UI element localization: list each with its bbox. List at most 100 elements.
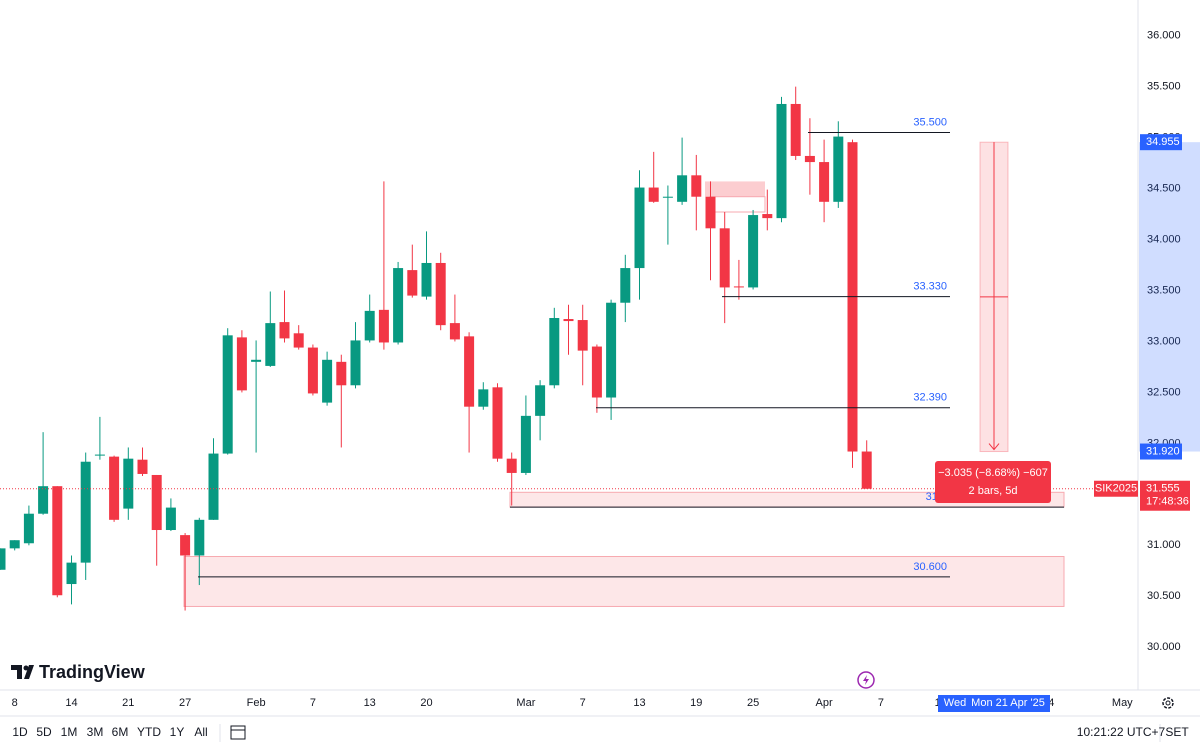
candle-body: [478, 389, 489, 407]
candle-body: [322, 359, 333, 403]
level-label: 35.500: [913, 116, 947, 128]
candle-body: [123, 458, 134, 509]
logo-icon: [23, 665, 29, 671]
session[interactable]: SET: [1165, 725, 1189, 739]
x-tick-label: 7: [878, 697, 884, 709]
gear: [1165, 700, 1171, 706]
range-button[interactable]: 3M: [87, 725, 104, 739]
level-label: 32.390: [913, 392, 947, 404]
candle-body: [492, 387, 503, 459]
range-button[interactable]: All: [194, 725, 207, 739]
x-tick-label: 8: [12, 697, 18, 709]
candle-body: [265, 323, 276, 366]
candle-body: [535, 385, 546, 416]
date-range-button[interactable]: [230, 725, 246, 740]
range-button[interactable]: 1M: [61, 725, 78, 739]
candle-body: [591, 346, 602, 398]
events-icon[interactable]: [857, 671, 875, 689]
measure-label: 2 bars, 5d: [969, 485, 1018, 497]
candle-body: [549, 318, 560, 386]
candle-body: [790, 103, 801, 156]
candle-body: [0, 548, 6, 570]
candle-body: [52, 486, 63, 596]
x-tick-label: May: [1112, 697, 1133, 709]
y-tick-label: 33.000: [1147, 335, 1181, 347]
candle-body: [38, 486, 49, 514]
axis-range-highlight: [1139, 142, 1200, 452]
candle-body: [563, 319, 574, 322]
candle-body: [435, 262, 446, 326]
x-tick-label: 19: [690, 697, 702, 709]
candle-body: [705, 196, 716, 229]
measure-label: −3.035 (−8.68%) −607: [938, 467, 1048, 479]
range-button[interactable]: 1D: [12, 725, 28, 739]
candle-body: [449, 323, 460, 340]
x-tick-label: Apr: [816, 697, 833, 709]
calendar-icon: [230, 725, 246, 740]
measure-label-box: [935, 461, 1051, 503]
candle-body: [634, 187, 645, 269]
price-tag-box: [1140, 134, 1182, 151]
y-tick-label: 36.000: [1147, 30, 1181, 42]
zones: [183, 181, 1065, 607]
candle-body: [378, 309, 389, 343]
settings-button[interactable]: [1162, 697, 1174, 709]
candle-body: [137, 459, 148, 474]
candle-body: [307, 347, 318, 394]
y-tick-label: 30.000: [1147, 641, 1181, 653]
candle-body: [393, 268, 404, 343]
x-tick-label: 13: [364, 697, 376, 709]
y-tick-label: 30.500: [1147, 590, 1181, 602]
zone: [705, 181, 765, 197]
candle-body: [66, 562, 77, 585]
candle-body: [861, 451, 872, 489]
price-tag-box: [1140, 443, 1182, 460]
events-icon-bolt: [863, 675, 869, 685]
candle-body: [293, 333, 304, 348]
x-tick-label: 4: [1048, 697, 1054, 709]
axes: 30.00030.50031.00031.50032.00032.50033.0…: [12, 30, 1200, 712]
candle-body: [151, 474, 162, 531]
candle-body: [748, 215, 759, 288]
y-tick-label: 32.500: [1147, 386, 1181, 398]
candle-body: [194, 519, 205, 556]
crosshair-date: Wed: [944, 697, 966, 709]
level-label: 33.330: [913, 281, 947, 293]
candle-body: [94, 454, 105, 456]
candle-body: [165, 507, 176, 531]
candle-body: [180, 535, 191, 556]
range-button[interactable]: 1Y: [170, 725, 185, 739]
candle-body: [620, 268, 631, 303]
candle-body: [804, 155, 815, 163]
events-icon-circle: [857, 671, 875, 689]
x-tick-label: 7: [580, 697, 586, 709]
symbol-box: [1094, 480, 1138, 497]
candle-body: [520, 415, 531, 473]
candle-body: [9, 540, 20, 549]
candle-body: [407, 270, 418, 296]
candle-body: [691, 175, 702, 197]
countdown: 17:48:36: [1146, 496, 1189, 508]
range-button[interactable]: 5D: [36, 725, 52, 739]
y-tick-label: 35.500: [1147, 81, 1181, 93]
x-tick-label: 21: [122, 697, 134, 709]
level-label: 30.600: [913, 561, 947, 573]
candle-body: [109, 456, 120, 520]
clock[interactable]: 10:21:22 UTC+7: [1077, 725, 1166, 739]
range-button[interactable]: YTD: [137, 725, 161, 739]
candle-body: [421, 262, 432, 297]
measure-arrowhead: [988, 443, 1000, 451]
symbol-label: SIK2025: [1095, 483, 1137, 495]
x-tick-label: 27: [179, 697, 191, 709]
logo-text: TradingView: [39, 662, 146, 682]
candle-body: [236, 337, 247, 391]
crosshair-date: Mon 21 Apr '25: [971, 697, 1045, 709]
price-tag: 34.955: [1146, 136, 1180, 148]
candle-body: [762, 214, 773, 219]
x-tick-label: 1: [935, 697, 941, 709]
crosshair-date-box: [938, 695, 1050, 712]
range-button[interactable]: 6M: [112, 725, 129, 739]
